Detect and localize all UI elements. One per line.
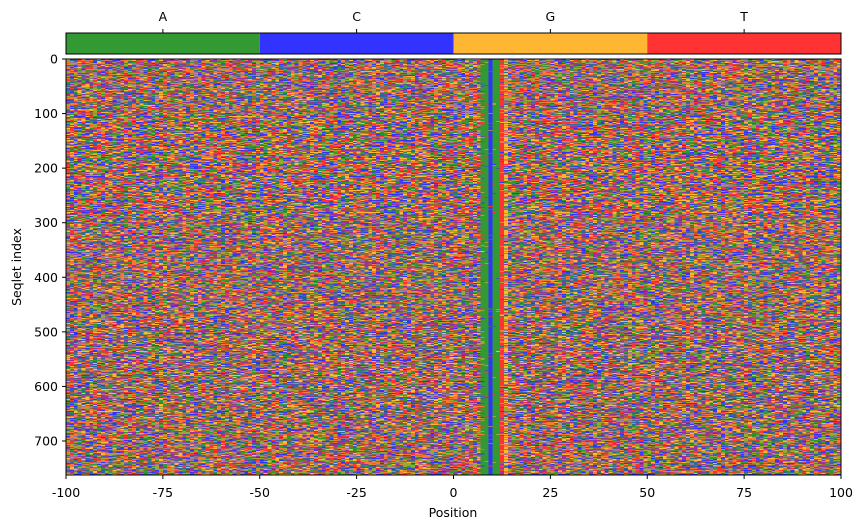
x-tick-label: -25 <box>346 485 366 500</box>
colorbar-label-C: C <box>352 9 361 24</box>
x-axis-label: Position <box>429 505 478 520</box>
colorbar-segment-A <box>66 33 260 54</box>
colorbar-label-A: A <box>159 9 168 24</box>
colorbar-segment-G <box>453 33 648 54</box>
y-axis: 0 100 200 300 400 500 600 700 <box>34 52 66 449</box>
x-tick-label: -100 <box>52 485 80 500</box>
y-tick-label: 0 <box>50 52 58 67</box>
x-tick-label: 100 <box>829 485 853 500</box>
y-axis-label: Seqlet index <box>9 228 24 306</box>
plot-frame <box>65 58 842 476</box>
x-tick-label: 0 <box>450 485 458 500</box>
colorbar-label-G: G <box>546 9 556 24</box>
y-tick-label: 100 <box>34 106 58 121</box>
y-tick-label: 500 <box>34 324 58 339</box>
y-tick-label: 600 <box>34 379 58 394</box>
x-tick-label: 50 <box>639 485 655 500</box>
x-tick-label: -50 <box>250 485 270 500</box>
heatmap-cells <box>66 59 841 475</box>
colorbar-label-T: T <box>739 9 748 24</box>
x-tick-label: 25 <box>542 485 558 500</box>
y-tick-label: 200 <box>34 161 58 176</box>
y-tick-label: 300 <box>34 215 58 230</box>
x-axis: -100 -75 -50 -25 0 25 50 75 100 <box>52 475 853 500</box>
y-tick-label: 700 <box>34 434 58 449</box>
x-tick-label: -75 <box>153 485 173 500</box>
colorbar-segment-T <box>647 33 841 54</box>
x-tick-label: 75 <box>736 485 752 500</box>
y-tick-label: 400 <box>34 270 58 285</box>
colorbar-frame <box>65 32 842 55</box>
colorbar-segment-C <box>259 33 454 54</box>
